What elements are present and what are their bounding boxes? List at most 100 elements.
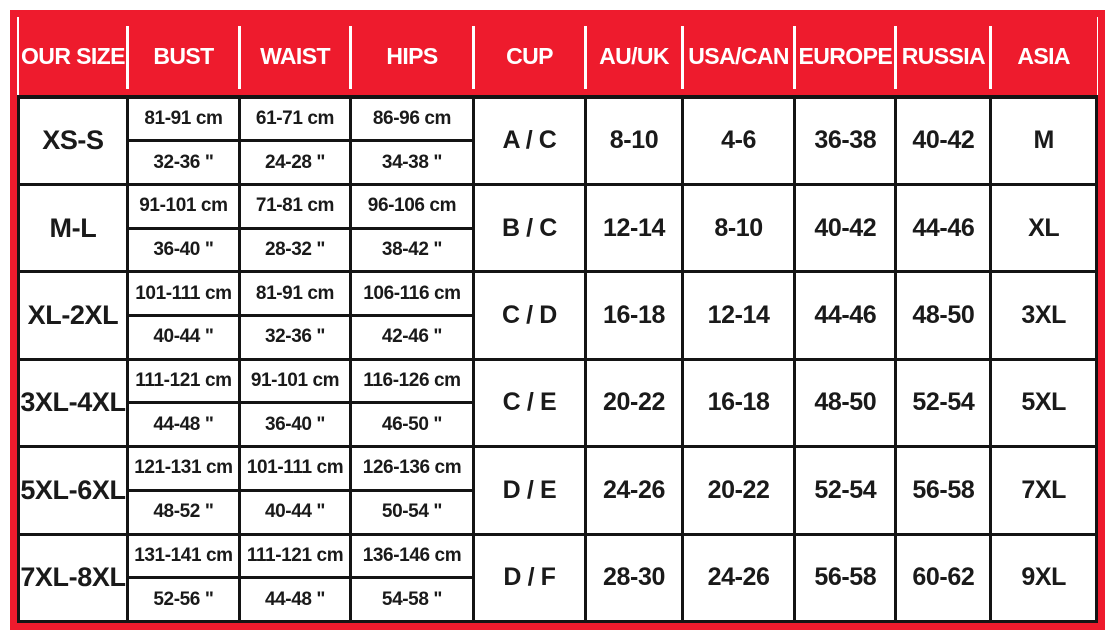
column-header-au-uk: AU/UK — [584, 17, 683, 99]
hips-in-cell: 34-38 " — [349, 139, 475, 186]
bust-cm-cell: 81-91 cm — [125, 95, 241, 143]
russia-cell: 52-54 — [894, 357, 993, 449]
cup-cell: D / F — [471, 532, 588, 624]
table-row-7xl-8xl-cm: 7XL-8XL 131-141 cm 111-121 cm 136-146 cm… — [17, 532, 1098, 624]
russia-cell: 60-62 — [894, 532, 993, 624]
hips-cm-cell: 96-106 cm — [349, 182, 475, 230]
size-label-cell: 7XL-8XL — [17, 532, 129, 624]
waist-cm-cell: 61-71 cm — [237, 95, 353, 143]
waist-cm-cell: 111-121 cm — [237, 532, 353, 580]
bust-in-cell: 36-40 " — [125, 226, 241, 274]
asia-cell: 9XL — [989, 532, 1098, 624]
bust-in-cell: 44-48 " — [125, 401, 241, 449]
column-header-hips: HIPS — [349, 17, 474, 99]
waist-cm-cell: 71-81 cm — [237, 182, 353, 230]
europe-cell: 48-50 — [793, 357, 898, 449]
europe-cell: 56-58 — [793, 532, 898, 624]
column-header-europe: EUROPE — [793, 17, 896, 99]
column-header-cup: CUP — [471, 17, 586, 99]
header-row: OUR SIZE BUST WAIST HIPS CUP AU/UK USA/C… — [18, 17, 1097, 99]
bust-in-cell: 32-36 " — [125, 139, 241, 186]
table-row-5xl-6xl-in: 48-52 " 40-44 " 50-54 " — [19, 488, 1097, 536]
waist-in-cell: 36-40 " — [237, 401, 353, 449]
table-row-xl-2xl-cm: XL-2XL 101-111 cm 81-91 cm 106-116 cm C … — [17, 270, 1098, 361]
au-uk-cell: 28-30 — [584, 532, 685, 624]
column-header-usa-can: USA/CAN — [681, 17, 795, 99]
column-header-waist: WAIST — [237, 17, 351, 99]
usa-can-cell: 24-26 — [681, 532, 797, 624]
cup-cell: C / D — [471, 270, 588, 361]
cup-cell: D / E — [471, 445, 588, 536]
usa-can-cell: 20-22 — [681, 445, 797, 536]
size-label-cell: XL-2XL — [17, 270, 129, 361]
size-label-cell: 5XL-6XL — [17, 445, 129, 536]
cup-cell: B / C — [471, 182, 588, 274]
table-row-3xl-4xl-in: 44-48 " 36-40 " 46-50 " — [19, 401, 1097, 449]
bust-in-cell: 52-56 " — [125, 576, 241, 623]
asia-cell: 5XL — [989, 357, 1098, 449]
asia-cell: XL — [989, 182, 1098, 274]
waist-in-cell: 24-28 " — [237, 139, 353, 186]
russia-cell: 48-50 — [894, 270, 993, 361]
hips-in-cell: 54-58 " — [349, 576, 475, 623]
europe-cell: 40-42 — [793, 182, 898, 274]
hips-cm-cell: 106-116 cm — [349, 270, 475, 318]
column-header-russia: RUSSIA — [894, 17, 991, 99]
waist-in-cell: 28-32 " — [237, 226, 353, 274]
waist-cm-cell: 81-91 cm — [237, 270, 353, 318]
table-row-xl-2xl-in: 40-44 " 32-36 " 42-46 " — [19, 314, 1097, 361]
table-row-7xl-8xl-in: 52-56 " 44-48 " 54-58 " — [19, 576, 1097, 623]
cup-cell: C / E — [471, 357, 588, 449]
size-chart-container: OUR SIZE BUST WAIST HIPS CUP AU/UK USA/C… — [10, 10, 1105, 630]
asia-cell: M — [989, 95, 1098, 186]
au-uk-cell: 24-26 — [584, 445, 685, 536]
table-row-5xl-6xl-cm: 5XL-6XL 121-131 cm 101-111 cm 126-136 cm… — [17, 445, 1098, 536]
waist-in-cell: 40-44 " — [237, 488, 353, 536]
hips-in-cell: 42-46 " — [349, 314, 475, 361]
size-label-cell: 3XL-4XL — [17, 357, 129, 449]
hips-cm-cell: 136-146 cm — [349, 532, 475, 580]
russia-cell: 40-42 — [894, 95, 993, 186]
russia-cell: 44-46 — [894, 182, 993, 274]
hips-in-cell: 38-42 " — [349, 226, 475, 274]
russia-cell: 56-58 — [894, 445, 993, 536]
bust-in-cell: 48-52 " — [125, 488, 241, 536]
bust-cm-cell: 131-141 cm — [125, 532, 241, 580]
hips-cm-cell: 126-136 cm — [349, 445, 475, 492]
table-body: XS-S 81-91 cm 61-71 cm 86-96 cm A / C 8-… — [17, 95, 1098, 624]
hips-in-cell: 50-54 " — [349, 488, 475, 536]
usa-can-cell: 8-10 — [681, 182, 797, 274]
au-uk-cell: 16-18 — [584, 270, 685, 361]
column-header-our-size: OUR SIZE — [18, 17, 128, 99]
size-label-cell: XS-S — [17, 95, 129, 186]
usa-can-cell: 4-6 — [681, 95, 797, 186]
waist-cm-cell: 101-111 cm — [237, 445, 353, 492]
size-label-cell: M-L — [17, 182, 129, 274]
hips-cm-cell: 86-96 cm — [349, 95, 475, 143]
bust-cm-cell: 101-111 cm — [125, 270, 241, 318]
asia-cell: 7XL — [989, 445, 1098, 536]
table-row-xs-s-cm: XS-S 81-91 cm 61-71 cm 86-96 cm A / C 8-… — [17, 95, 1098, 186]
bust-cm-cell: 121-131 cm — [125, 445, 241, 492]
europe-cell: 52-54 — [793, 445, 898, 536]
waist-in-cell: 44-48 " — [237, 576, 353, 623]
size-chart-table: OUR SIZE BUST WAIST HIPS CUP AU/UK USA/C… — [17, 17, 1098, 624]
europe-cell: 36-38 — [793, 95, 898, 186]
bust-cm-cell: 91-101 cm — [125, 182, 241, 230]
table-row-m-l-cm: M-L 91-101 cm 71-81 cm 96-106 cm B / C 1… — [17, 182, 1098, 274]
au-uk-cell: 8-10 — [584, 95, 685, 186]
asia-cell: 3XL — [989, 270, 1098, 361]
column-header-asia: ASIA — [989, 17, 1097, 99]
au-uk-cell: 12-14 — [584, 182, 685, 274]
table-header: OUR SIZE BUST WAIST HIPS CUP AU/UK USA/C… — [18, 17, 1097, 99]
table-row-3xl-4xl-cm: 3XL-4XL 111-121 cm 91-101 cm 116-126 cm … — [17, 357, 1098, 449]
usa-can-cell: 16-18 — [681, 357, 797, 449]
au-uk-cell: 20-22 — [584, 357, 685, 449]
bust-cm-cell: 111-121 cm — [125, 357, 241, 405]
hips-cm-cell: 116-126 cm — [349, 357, 475, 405]
usa-can-cell: 12-14 — [681, 270, 797, 361]
europe-cell: 44-46 — [793, 270, 898, 361]
waist-in-cell: 32-36 " — [237, 314, 353, 361]
table-row-xs-s-in: 32-36 " 24-28 " 34-38 " — [19, 139, 1097, 186]
hips-in-cell: 46-50 " — [349, 401, 475, 449]
